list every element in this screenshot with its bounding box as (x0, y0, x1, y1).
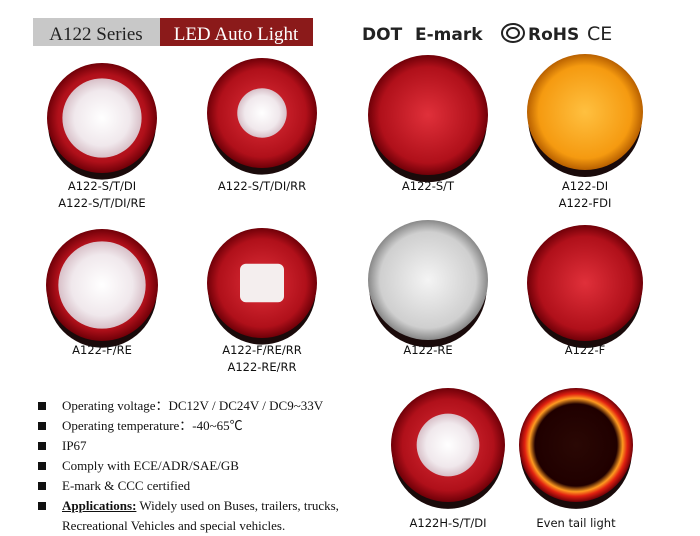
lamp-center (58, 241, 146, 329)
feature: Applications: Widely used on Buses, trai… (38, 496, 378, 536)
product-label: Even tail light (536, 516, 616, 530)
lamp (46, 229, 158, 348)
features: Operating voltage：DC12V / DC24V / DC9~33… (38, 396, 378, 536)
feature-label: Applications: (62, 498, 137, 513)
lamp-lens (368, 55, 488, 175)
lamp-lens (368, 220, 488, 340)
product-label: A122-S/T/DI/RR (218, 179, 306, 193)
feature: Operating voltage：DC12V / DC24V / DC9~33… (38, 396, 378, 416)
product-label: A122-RE (403, 343, 452, 357)
lamp-center (237, 88, 287, 138)
cert: RoHS (528, 25, 579, 45)
lamp-center (62, 78, 142, 158)
feature-text: Widely used on Buses, trailers, trucks, … (62, 498, 339, 533)
series-box (33, 18, 160, 46)
product-label: A122-DI (562, 179, 608, 193)
product-label: A122-F/RE (72, 343, 132, 357)
product-label: A122H-S/T/DI (410, 516, 487, 530)
product-label: A122-S/T (402, 179, 455, 193)
lamp (519, 388, 633, 509)
product-label: A122-RE/RR (227, 360, 296, 374)
series: A122 Series (49, 24, 142, 45)
feature: E-mark & CCC certified (38, 476, 378, 496)
product-label: A122-S/T/DI/RE (58, 196, 145, 210)
lamp-center (416, 413, 480, 477)
lamp-lens (519, 388, 633, 502)
cert: DOT (362, 25, 403, 45)
lamp-center (240, 263, 284, 303)
feature: IP67 (38, 436, 378, 456)
product-label: A122-S/T/DI (68, 179, 136, 193)
lamp (207, 58, 317, 175)
lamp-lens (527, 54, 643, 170)
feature: Comply with ECE/ADR/SAE/GB (38, 456, 378, 476)
product-box (160, 18, 313, 46)
lamp (391, 388, 505, 509)
lamp (368, 55, 488, 183)
cert: E-mark (415, 25, 483, 45)
lamp (207, 228, 317, 345)
cert: CE (587, 23, 612, 45)
product: LED Auto Light (174, 24, 299, 45)
product-label: A122-F (565, 343, 606, 357)
product-label: A122-FDI (559, 196, 612, 210)
lamp (47, 63, 157, 180)
lamp (527, 225, 643, 348)
feature: Operating temperature：-40~65℃ (38, 416, 378, 436)
lamp (368, 220, 488, 348)
product-label: A122-F/RE/RR (222, 343, 302, 357)
lamp (527, 54, 643, 177)
ccc-logo (501, 23, 525, 43)
lamp-lens (527, 225, 643, 341)
